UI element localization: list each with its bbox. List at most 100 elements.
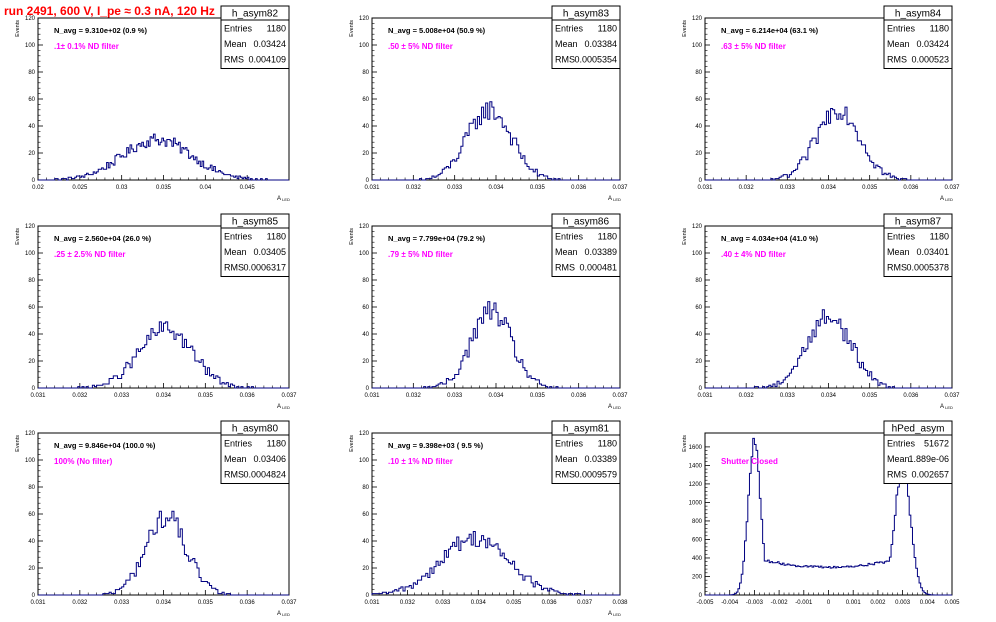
stats-label: Mean [887, 247, 910, 257]
stats-label: RMS [555, 470, 575, 480]
histogram-panel: 0.031 0.032 0.033 0.034 0.035 0.036 0.037 0 20 40… [15, 213, 297, 410]
y-tick-label: 0 [32, 178, 36, 184]
stats-label: Mean [555, 39, 578, 49]
y-tick-label: 120 [692, 224, 703, 230]
y-tick-label: 80 [28, 485, 35, 491]
stats-value: 0.000481 [579, 263, 617, 273]
histogram-series [372, 101, 620, 181]
y-tick-label: 0 [32, 593, 36, 599]
histogram-title: h_asym87 [895, 217, 942, 228]
x-tick-label: 0.033 [447, 185, 463, 191]
x-tick-label: 0.045 [240, 185, 256, 191]
x-tick-label: 0.032 [406, 185, 422, 191]
filter-label: .1± 0.1% ND filter [54, 42, 119, 51]
y-tick-label: 40 [362, 124, 369, 130]
x-tick-label: 0 [827, 600, 831, 606]
x-axis-label: A LED [940, 404, 953, 410]
x-tick-label: -0.002 [771, 600, 789, 606]
x-tick-label: 0.002 [870, 600, 886, 606]
y-tick-label: 120 [25, 16, 36, 22]
x-tick-label: 0.032 [406, 393, 422, 399]
stats-box [551, 213, 621, 277]
x-tick-label: 0.031 [364, 393, 380, 399]
x-axis-label: A LED [277, 611, 290, 617]
stats-label: RMS [887, 55, 907, 65]
x-tick-label: 0.031 [30, 393, 46, 399]
x-tick-label: -0.005 [696, 600, 714, 606]
histogram-title: h_asym80 [232, 424, 279, 435]
x-tick-label: 0.004 [920, 600, 936, 606]
y-tick-label: 100 [359, 251, 370, 257]
y-tick-label: 0 [699, 178, 703, 184]
stats-label: Entries [555, 439, 584, 449]
y-tick-label: 200 [692, 574, 703, 580]
stats-label: Mean [887, 39, 910, 49]
x-tick-label: 0.031 [697, 185, 713, 191]
stats-label: RMS [224, 55, 244, 65]
y-tick-label: 1000 [689, 500, 703, 506]
y-tick-label: 40 [28, 332, 35, 338]
stats-label: Mean [224, 454, 247, 464]
y-tick-label: 120 [359, 431, 370, 437]
y-tick-label: 100 [359, 43, 370, 49]
filter-label: .25 ± 2.5% ND filter [54, 250, 126, 259]
x-tick-label: 0.033 [435, 600, 451, 606]
stats-value: 0.03401 [916, 247, 949, 257]
x-tick-label: 0.031 [364, 185, 380, 191]
x-tick-label: 0.035 [530, 393, 546, 399]
x-tick-label: 0.003 [895, 600, 911, 606]
x-tick-label: 0.036 [240, 600, 256, 606]
x-tick-label: 0.034 [471, 600, 487, 606]
x-tick-label: 0.032 [72, 600, 88, 606]
y-tick-label: 1200 [689, 482, 703, 488]
y-tick-label: 20 [28, 151, 35, 157]
stats-label: Mean [555, 454, 578, 464]
stats-label: RMS [555, 55, 575, 65]
x-axis-label: A LED [940, 196, 953, 202]
x-tick-label: 0.032 [739, 185, 755, 191]
y-tick-label: 40 [362, 332, 369, 338]
stats-value: 0.002657 [911, 470, 949, 480]
x-axis-label: A LED [608, 611, 621, 617]
y-axis-label: Events [15, 20, 21, 37]
y-tick-label: 0 [699, 386, 703, 392]
stats-box [883, 213, 953, 277]
x-axis-label: A LED [277, 404, 290, 410]
y-axis-label: Events [682, 228, 688, 245]
stats-label: Entries [887, 232, 916, 242]
x-tick-label: 0.033 [780, 185, 796, 191]
stats-label: Mean [887, 454, 910, 464]
y-tick-label: 800 [692, 519, 703, 525]
y-tick-label: 40 [28, 539, 35, 545]
stats-value: 1180 [930, 232, 949, 242]
y-tick-label: 100 [692, 43, 703, 49]
x-tick-label: 0.034 [156, 393, 172, 399]
page-title: run 2491, 600 V, I_pe ≈ 0.3 nA, 120 Hz [4, 4, 215, 18]
y-tick-label: 120 [25, 431, 36, 437]
filter-label: .10 ± 1% ND filter [388, 457, 453, 466]
stats-value: 0.03424 [253, 39, 286, 49]
stats-value: 1180 [267, 439, 286, 449]
y-axis-label: Events [349, 435, 355, 452]
histogram-panel: -0.005 -0.004 -0.003 -0.002 -0.001 0 0.001 0.00… [682, 420, 960, 606]
x-tick-label: 0.031 [364, 600, 380, 606]
x-tick-label: 0.035 [506, 600, 522, 606]
stats-label: Entries [224, 232, 253, 242]
x-tick-label: -0.001 [795, 600, 813, 606]
y-tick-label: 60 [362, 512, 369, 518]
histogram-series [705, 106, 952, 181]
x-tick-label: 0.034 [156, 600, 172, 606]
x-axis-label: A LED [277, 196, 290, 202]
stats-label: Entries [887, 439, 916, 449]
y-tick-label: 120 [359, 224, 370, 230]
y-tick-label: 20 [362, 151, 369, 157]
x-tick-label: 0.032 [739, 393, 755, 399]
y-tick-label: 400 [692, 556, 703, 562]
x-tick-label: 0.035 [530, 185, 546, 191]
y-tick-label: 60 [695, 305, 702, 311]
y-axis-label: Events [15, 435, 21, 452]
y-tick-label: 40 [28, 124, 35, 130]
y-tick-label: 600 [692, 537, 703, 543]
x-tick-label: 0.035 [862, 185, 878, 191]
y-tick-label: 100 [25, 251, 36, 257]
